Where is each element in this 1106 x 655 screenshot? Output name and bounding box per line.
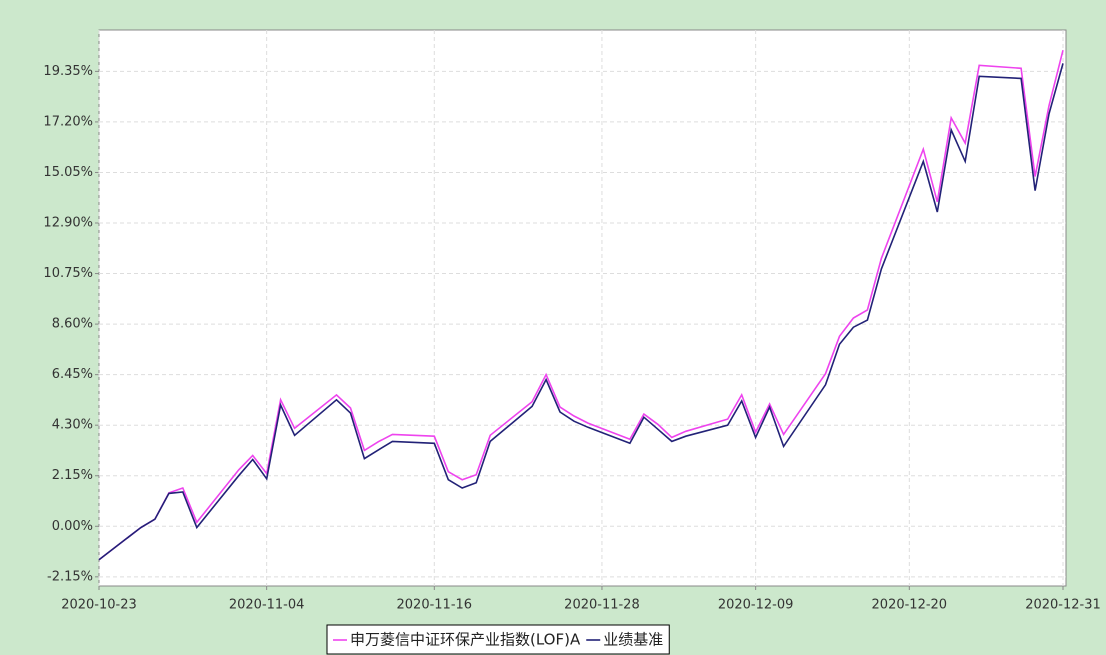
- x-tick-label: 2020-12-31: [1025, 598, 1101, 613]
- y-tick-label: 6.45%: [52, 367, 93, 382]
- legend-label: 业绩基准: [603, 631, 663, 649]
- y-tick-label: 8.60%: [52, 317, 93, 332]
- x-tick-label: 2020-11-16: [397, 598, 473, 613]
- y-tick-label: 12.90%: [43, 216, 93, 231]
- x-tick-label: 2020-10-23: [61, 598, 137, 613]
- y-tick-label: 4.30%: [52, 418, 93, 433]
- series-line: [98, 63, 1064, 561]
- y-tick-label: 0.00%: [52, 519, 93, 534]
- plot-area: [98, 29, 1067, 587]
- y-tick-label: 2.15%: [52, 468, 93, 483]
- legend: 申万菱信中证环保产业指数(LOF)A 业绩基准: [326, 624, 670, 655]
- series-line: [98, 50, 1064, 561]
- y-tick-label: -2.15%: [47, 569, 93, 584]
- x-tick-label: 2020-12-20: [872, 598, 948, 613]
- x-tick-label: 2020-12-09: [718, 598, 794, 613]
- y-tick-label: 19.35%: [43, 64, 93, 79]
- y-tick-label: 10.75%: [43, 266, 93, 281]
- legend-label: 申万菱信中证环保产业指数(LOF)A: [350, 631, 581, 649]
- x-tick-label: 2020-11-28: [564, 598, 640, 613]
- legend-box: [326, 624, 670, 655]
- x-tick-label: 2020-11-04: [229, 598, 305, 613]
- y-tick-label: 17.20%: [43, 114, 93, 129]
- y-tick-label: 15.05%: [43, 165, 93, 180]
